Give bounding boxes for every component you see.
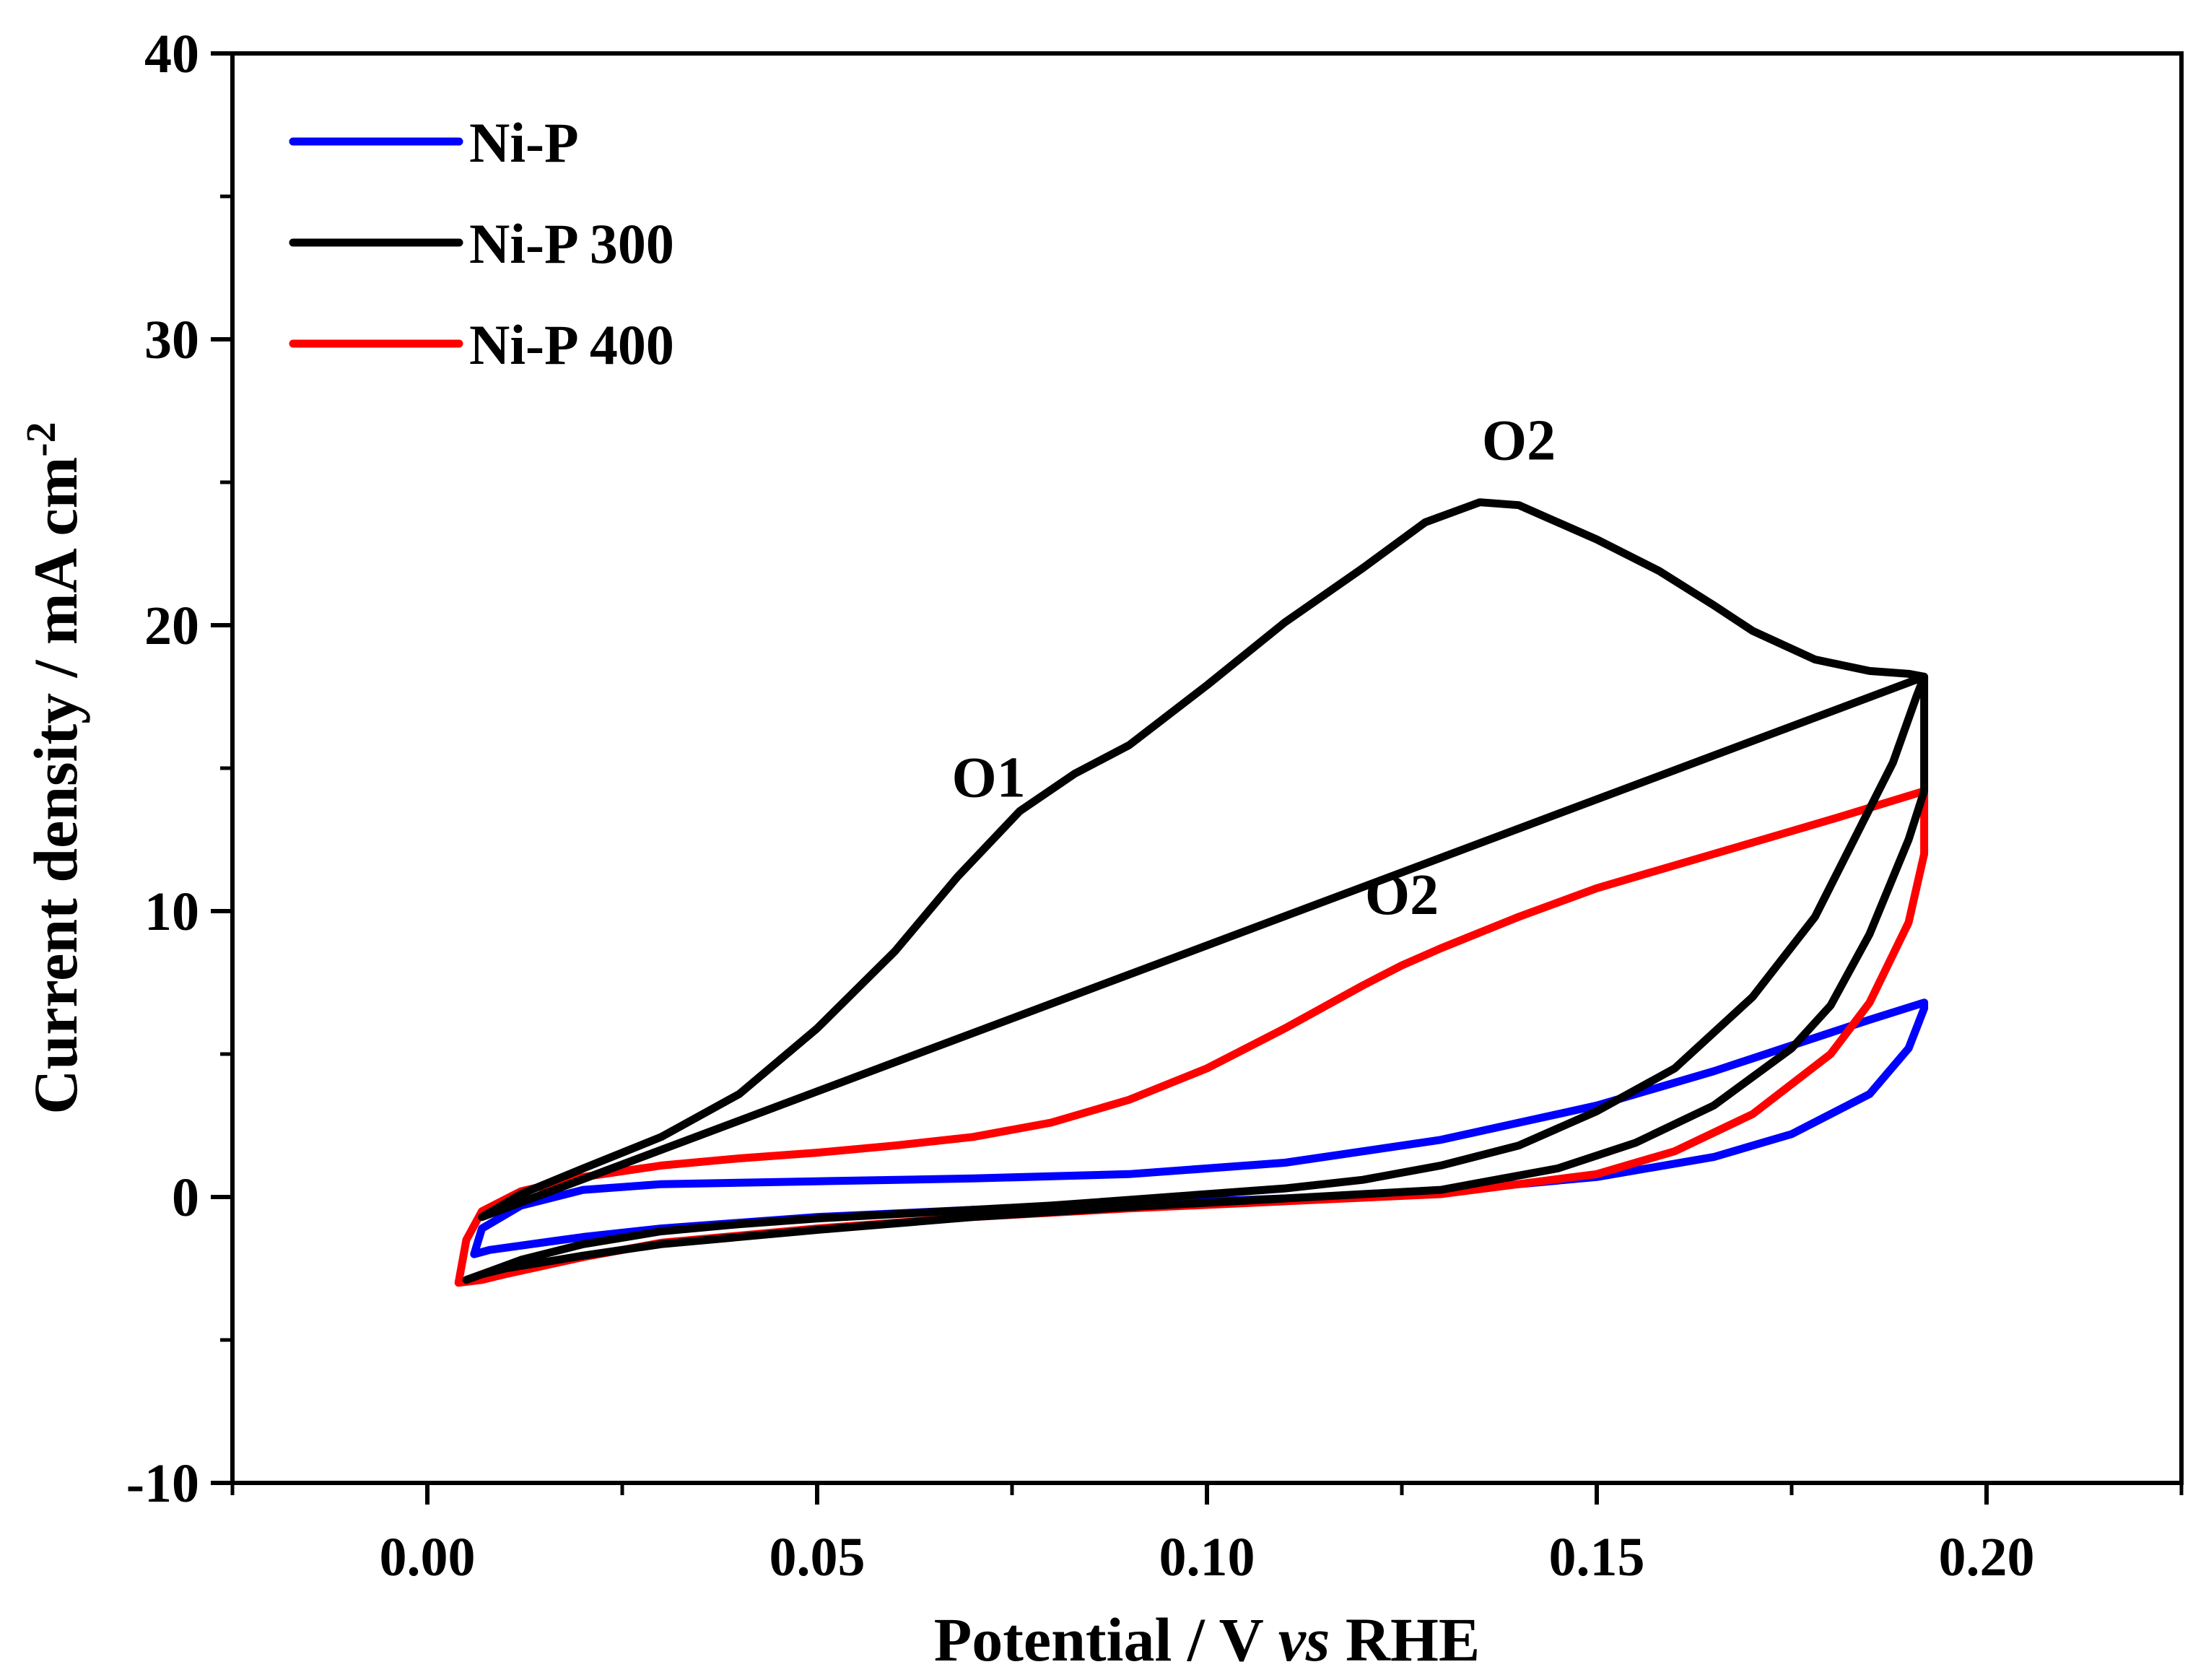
y-tick-label: 0 (172, 1167, 199, 1228)
series-layer (454, 498, 1929, 1287)
x-tick-label: 0.20 (1939, 1527, 2035, 1588)
peak-annotation: O2 (1482, 409, 1556, 472)
x-tick-label: 0.00 (380, 1527, 476, 1588)
y-axis-title: Current density / mA cm-2 (17, 422, 90, 1114)
y-axis: -10 0 10 20 30 40 (126, 24, 232, 1514)
x-tick-label: 0.10 (1159, 1527, 1255, 1588)
x-axis-title-italic: vs (1278, 1605, 1330, 1674)
y-tick-label: 30 (144, 310, 199, 370)
y-axis-title-base: Current density / mA cm (21, 457, 90, 1115)
legend: Ni-P Ni-P 300 Ni-P 400 (289, 111, 674, 376)
legend-label: Ni-P (469, 111, 579, 174)
x-axis: 0.00 0.05 0.10 0.15 0.20 (230, 1483, 2184, 1588)
peak-annotation: O2 (1365, 863, 1439, 927)
x-axis-title-prefix: Potential / V (934, 1605, 1278, 1674)
x-tick-label: 0.05 (769, 1527, 866, 1588)
y-tick-label: 10 (144, 882, 199, 942)
x-axis-title: Potential / V vs RHE (934, 1605, 1481, 1674)
peak-annotation: O1 (951, 747, 1025, 810)
series-line-ni-p (470, 998, 1929, 1258)
y-axis-title-superscript: -2 (17, 422, 64, 456)
annotations: O1 O2 O2 (951, 409, 1556, 927)
y-tick-label: -10 (126, 1453, 199, 1514)
x-tick-label: 0.15 (1549, 1527, 1645, 1588)
legend-label: Ni-P 300 (469, 212, 674, 275)
y-tick-label: 40 (144, 24, 199, 84)
legend-label: Ni-P 400 (469, 313, 674, 376)
series-line-ni-p-300 (462, 498, 1929, 1284)
x-axis-title-suffix: RHE (1330, 1605, 1480, 1674)
y-tick-label: 20 (144, 596, 199, 656)
